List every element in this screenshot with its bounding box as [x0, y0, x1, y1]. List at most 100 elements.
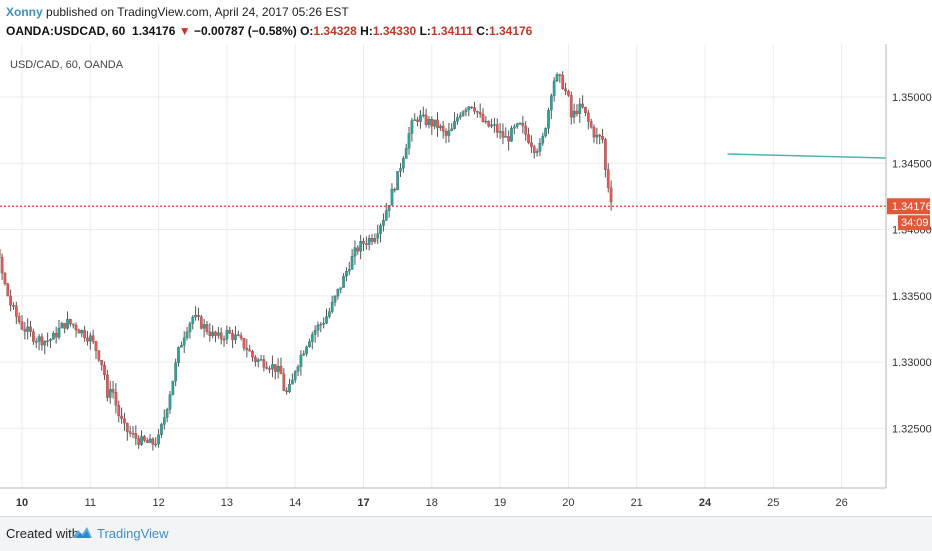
candle [89, 333, 91, 350]
candle [285, 387, 287, 394]
time-tick-label: 19 [494, 497, 506, 509]
candle [15, 302, 17, 324]
candle [52, 331, 54, 340]
candle [348, 262, 350, 275]
candle [476, 111, 478, 118]
last-price: 1.34176 [132, 24, 175, 38]
candle [391, 183, 393, 205]
candle [157, 429, 159, 448]
candle [513, 124, 515, 134]
time-tick-label: 25 [767, 497, 779, 509]
candle [601, 129, 603, 143]
candle [112, 381, 114, 399]
candle [576, 104, 578, 116]
candle [243, 338, 245, 352]
high-value: 1.34330 [373, 24, 416, 38]
candle [488, 120, 490, 127]
candle [251, 350, 253, 362]
candle [368, 235, 370, 250]
candle [246, 339, 248, 357]
candle [234, 326, 236, 344]
candle [92, 330, 94, 344]
candle [445, 128, 447, 143]
candle [120, 408, 122, 424]
candle [567, 90, 569, 97]
candle [411, 118, 413, 142]
chart-symbol-label: USD/CAD, 60, OANDA [10, 59, 124, 71]
candle [485, 116, 487, 124]
tradingview-brand[interactable]: TradingView [97, 526, 169, 541]
candle [260, 355, 262, 361]
candle [103, 362, 105, 380]
candle [254, 355, 256, 367]
candle [433, 120, 435, 129]
candle [58, 320, 60, 339]
candle [317, 322, 319, 337]
candle [268, 366, 270, 373]
close-value: 1.34176 [489, 24, 532, 38]
candle [263, 355, 265, 372]
price-scale-bg[interactable] [886, 44, 932, 488]
candle [553, 77, 555, 102]
candle [542, 133, 544, 146]
candle [402, 156, 404, 173]
last-price-tag: 1.34176 [892, 201, 932, 213]
candle [516, 123, 518, 129]
candle [493, 118, 495, 133]
candle [428, 116, 430, 128]
candle [169, 391, 171, 414]
candle [38, 334, 40, 350]
candle [371, 234, 373, 245]
candle [505, 127, 507, 137]
candle [414, 113, 416, 121]
candle [75, 322, 77, 337]
candle [248, 345, 250, 352]
candle [388, 205, 390, 218]
candle [220, 328, 222, 345]
time-tick-label: 12 [152, 497, 164, 509]
candle [32, 329, 34, 345]
author-link[interactable]: Xonny [6, 5, 43, 19]
time-scale-bg[interactable] [0, 488, 886, 516]
candle [462, 110, 464, 117]
candle [100, 360, 102, 371]
trendline[interactable] [728, 154, 886, 158]
publication-line: Xonny published on TradingView.com, Apri… [6, 5, 349, 19]
candle [337, 289, 339, 300]
candle [35, 338, 37, 348]
candle [439, 124, 441, 131]
candle [143, 435, 145, 442]
candle [197, 308, 199, 321]
candle [12, 302, 14, 310]
candle [468, 106, 470, 116]
candle [214, 331, 216, 342]
candle [479, 104, 481, 118]
time-tick-label: 26 [835, 497, 847, 509]
candle [86, 331, 88, 345]
candle [266, 361, 268, 369]
candle [237, 331, 239, 337]
candles [0, 71, 612, 450]
candle [274, 364, 276, 379]
tradingview-logo-icon[interactable] [71, 524, 93, 542]
candle [126, 422, 128, 440]
candle [98, 350, 100, 362]
candle [226, 325, 228, 344]
candle [442, 121, 444, 139]
candlestick-chart[interactable]: 1.350001.345001.340001.335001.330001.325… [0, 44, 932, 516]
candle [570, 91, 572, 124]
candle [211, 325, 213, 338]
candle [596, 128, 598, 144]
time-tick-label: 14 [289, 497, 301, 509]
candle [223, 335, 225, 346]
candle [81, 329, 83, 337]
candle [448, 123, 450, 142]
open-label: O: [300, 24, 313, 38]
created-with-text: Created with [6, 526, 79, 541]
candle [359, 235, 361, 259]
candle [46, 333, 48, 347]
candle [129, 426, 131, 437]
candle [351, 249, 353, 270]
candle [26, 318, 28, 339]
